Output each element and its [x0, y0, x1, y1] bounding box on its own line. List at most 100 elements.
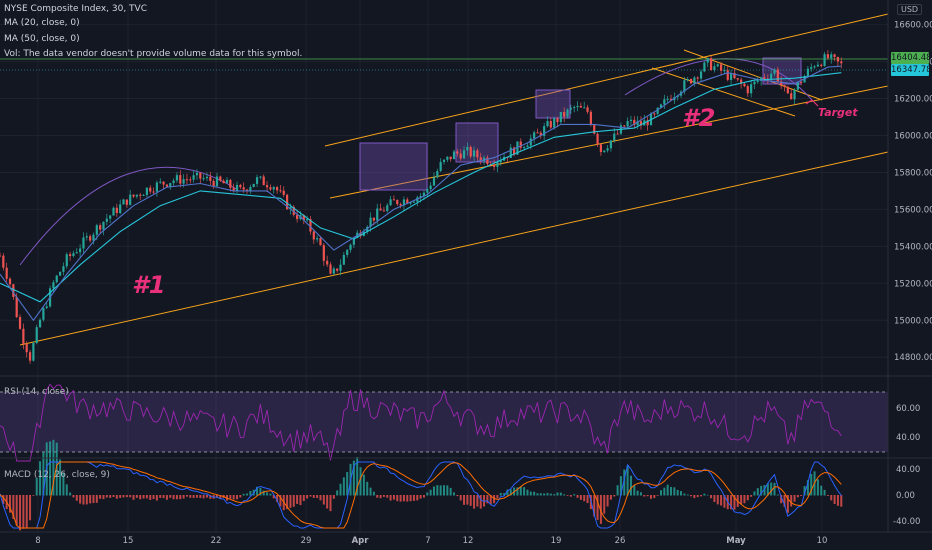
macd-bar	[680, 491, 683, 496]
rsi-legend[interactable]: RSI (14, close)	[4, 387, 69, 397]
macd-bar	[486, 495, 489, 504]
candle-body	[52, 282, 55, 289]
candle-body	[179, 175, 182, 184]
ma50-legend[interactable]: MA (50, close, 0)	[4, 34, 80, 44]
macd-bar	[663, 487, 666, 496]
candle-body	[386, 205, 389, 212]
candle-body	[830, 54, 833, 59]
macd-bar	[730, 495, 733, 510]
macd-bar	[690, 495, 693, 497]
macd-bar	[286, 495, 289, 510]
macd-bar	[609, 495, 612, 500]
time-tick-label: Apr	[352, 536, 370, 546]
candle-body	[426, 189, 429, 193]
macd-bar	[402, 495, 405, 502]
macd-bar	[649, 495, 652, 499]
macd-bar	[376, 495, 379, 498]
macd-bar	[646, 495, 649, 497]
time-axis[interactable]: 8 15 22 29 Apr 7 12 19 26 May 10	[35, 536, 827, 546]
candle-body	[109, 215, 112, 219]
candle-body	[773, 69, 776, 74]
macd-bar	[322, 495, 325, 505]
candle-body	[139, 194, 142, 196]
macd-bar	[145, 495, 148, 499]
macd-bar	[132, 495, 135, 500]
candle-body	[89, 236, 92, 241]
candle-body	[58, 271, 62, 276]
candle-body	[162, 181, 165, 185]
candle-body	[703, 62, 706, 72]
price-tick-label: 16600.00	[894, 21, 932, 31]
arc-wave1	[19, 166, 239, 266]
candle-body	[322, 245, 325, 261]
macd-bar	[95, 495, 98, 503]
macd-bar	[436, 485, 439, 496]
macd-bar	[619, 476, 622, 496]
candle-body	[836, 56, 840, 62]
candle-body	[719, 64, 723, 71]
candle-body	[32, 342, 35, 361]
macd-bar	[566, 495, 569, 496]
candle-body	[492, 164, 496, 167]
candle-body	[563, 112, 566, 117]
macd-bar	[396, 495, 399, 502]
candle-body	[296, 214, 299, 220]
macd-bar	[633, 485, 636, 496]
candle-body	[25, 343, 28, 353]
candle-body	[122, 199, 125, 205]
macd-bar	[19, 495, 22, 531]
macd-bar	[599, 495, 602, 524]
macd-bar	[773, 482, 776, 496]
macd-bar	[406, 495, 409, 502]
macd-bar	[409, 495, 412, 502]
candle-body	[189, 179, 192, 181]
macd-bar	[826, 495, 829, 496]
candle-body	[2, 255, 5, 268]
macd-bar	[536, 493, 539, 496]
macd-legend[interactable]: MACD (12, 26, close, 9)	[4, 470, 110, 480]
macd-bar	[770, 482, 773, 496]
candle-body	[99, 225, 102, 230]
candle-body	[249, 187, 252, 192]
candle-body	[553, 118, 556, 128]
symbol-title[interactable]: NYSE Composite Index, 30, TVC	[4, 4, 147, 14]
macd-bar	[790, 495, 793, 507]
candle-body	[696, 77, 699, 79]
price-channel	[19, 13, 889, 346]
macd-bar	[760, 485, 763, 496]
candle-body	[499, 160, 502, 163]
macd-bar	[800, 495, 803, 497]
macd-bar	[659, 490, 662, 496]
candle-body	[626, 121, 629, 127]
candle-body	[539, 132, 542, 136]
macd-bar	[229, 495, 232, 499]
candle-body	[232, 187, 235, 191]
macd-bar	[42, 452, 45, 496]
highlight-box	[762, 57, 802, 85]
price-axis[interactable]: 14800.00 15000.00 15200.00 15400.00 15600.00…	[894, 21, 932, 364]
macd-bar	[569, 495, 572, 497]
candle-body	[472, 150, 476, 157]
volume-legend[interactable]: Vol: The data vendor doesn't provide vol…	[4, 49, 303, 59]
ma20-legend[interactable]: MA (20, close, 0)	[4, 18, 80, 28]
currency-label[interactable]: USD	[897, 4, 923, 15]
candle-body	[279, 190, 282, 192]
candle-body	[69, 254, 72, 257]
macd-bar	[766, 483, 769, 496]
macd-bar	[833, 495, 836, 504]
candle-body	[513, 147, 516, 155]
macd-bar	[746, 495, 749, 501]
candle-body	[709, 58, 713, 71]
macd-tick-label: 40.00	[896, 465, 920, 475]
candle-body	[686, 78, 689, 81]
candle-body	[800, 81, 803, 83]
macd-bar	[439, 485, 442, 496]
time-tick-label: 19	[551, 536, 562, 546]
macd-bar	[135, 495, 138, 498]
macd-bar	[155, 495, 158, 501]
candle-body	[519, 141, 522, 148]
candle-body	[479, 157, 482, 162]
candle-body	[786, 86, 789, 94]
macd-bar	[820, 485, 823, 496]
